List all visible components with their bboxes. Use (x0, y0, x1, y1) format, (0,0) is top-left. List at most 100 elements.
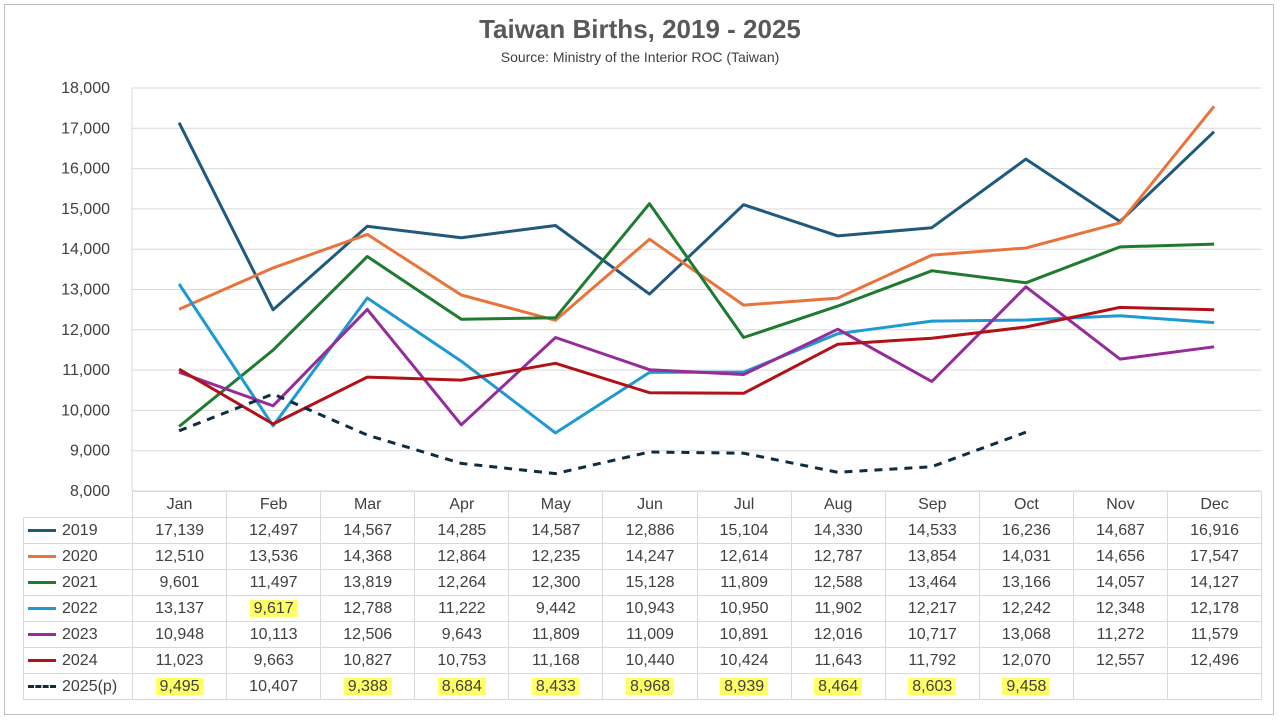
legend-label: 2021 (62, 573, 98, 591)
table-row: 2022 13,137 9,617 12,788 11,222 9,442 10,943 10… (23, 595, 1263, 622)
x-tick-label: Sep (884, 491, 980, 518)
data-label: 8,968 (602, 673, 698, 700)
y-tick-label: 14,000 (61, 241, 110, 258)
data-label: 8,464 (790, 673, 886, 700)
gridlines (132, 87, 1262, 492)
data-label: 11,272 (1072, 621, 1169, 648)
data-label (1167, 673, 1263, 700)
table-row: 2020 12,510 13,536 14,368 12,864 12,235 14,247… (23, 543, 1263, 570)
data-label: 14,567 (320, 517, 416, 544)
data-label: 12,348 (1072, 595, 1169, 622)
data-label: 10,950 (696, 595, 792, 622)
y-tick-label: 16,000 (61, 161, 110, 178)
data-label: 13,536 (226, 543, 322, 570)
y-tick-label: 10,000 (61, 402, 110, 419)
highlighted-value: 8,603 (908, 677, 957, 695)
chart-subtitle: Source: Ministry of the Interior ROC (Ta… (500, 49, 780, 65)
data-label: 9,388 (320, 673, 416, 700)
data-label: 14,533 (884, 517, 980, 544)
highlighted-value: 9,617 (249, 599, 298, 617)
series-line-2025p (178, 392, 1027, 476)
legend-label: 2020 (62, 547, 98, 565)
data-label: 10,424 (696, 647, 792, 674)
data-label: 14,057 (1072, 569, 1169, 596)
data-label: 14,247 (602, 543, 698, 570)
data-label: 12,510 (131, 543, 228, 570)
data-label: 12,016 (790, 621, 886, 648)
data-label: 10,943 (602, 595, 698, 622)
legend-entry: 2024 (23, 647, 133, 674)
x-tick-label: Feb (226, 491, 322, 518)
x-tick-label: Jul (696, 491, 792, 518)
data-label: 11,902 (790, 595, 886, 622)
series-line-2021 (178, 202, 1215, 428)
data-label: 12,242 (978, 595, 1074, 622)
x-tick-label: Oct (978, 491, 1074, 518)
x-tick-label: Jun (602, 491, 698, 518)
data-label: 10,948 (131, 621, 228, 648)
data-label: 9,601 (131, 569, 228, 596)
legend-label: 2019 (62, 521, 98, 539)
data-label: 14,687 (1072, 517, 1169, 544)
y-axis: 8,0009,00010,00011,00012,00013,00014,000… (61, 80, 133, 500)
data-label: 11,792 (884, 647, 980, 674)
x-tick-label: Mar (320, 491, 416, 518)
y-tick-label: 17,000 (61, 120, 110, 137)
data-label (1072, 673, 1169, 700)
data-label: 14,285 (414, 517, 510, 544)
data-label: 10,891 (696, 621, 792, 648)
y-tick-label: 18,000 (61, 80, 110, 97)
data-label: 11,222 (414, 595, 510, 622)
table-row: 2019 17,139 12,497 14,567 14,285 14,587 12,886… (23, 517, 1263, 544)
y-tick-label: 11,000 (62, 362, 110, 379)
highlighted-value: 9,388 (343, 677, 392, 695)
data-label: 10,440 (602, 647, 698, 674)
highlighted-value: 8,939 (720, 677, 769, 695)
data-label: 11,809 (508, 621, 604, 648)
y-tick-label: 15,000 (61, 201, 110, 218)
data-label: 16,236 (978, 517, 1074, 544)
data-label: 13,464 (884, 569, 980, 596)
data-label: 8,684 (414, 673, 510, 700)
legend-key (28, 684, 56, 688)
data-label: 14,656 (1072, 543, 1169, 570)
data-label: 14,587 (508, 517, 604, 544)
x-tick-label: Apr (414, 491, 510, 518)
data-label: 13,854 (884, 543, 980, 570)
legend-key (28, 632, 56, 636)
highlighted-value: 8,464 (814, 677, 863, 695)
x-tick-label: Jan (131, 491, 228, 518)
series-line-2023 (178, 285, 1215, 427)
y-tick-label: 9,000 (70, 443, 110, 460)
legend-label: 2022 (62, 599, 98, 617)
highlighted-value: 8,684 (437, 677, 486, 695)
data-label: 15,104 (696, 517, 792, 544)
data-label: 14,031 (978, 543, 1074, 570)
y-tick-label: 13,000 (61, 282, 110, 299)
data-label: 12,588 (790, 569, 886, 596)
data-label: 9,495 (131, 673, 228, 700)
legend-key (28, 528, 56, 532)
data-label: 12,300 (508, 569, 604, 596)
legend-key (28, 580, 56, 584)
legend-label: 2025(p) (62, 677, 118, 695)
x-tick-label: Dec (1167, 491, 1263, 518)
legend-key (28, 606, 56, 610)
legend-entry: 2025(p) (23, 673, 133, 700)
data-label: 12,264 (414, 569, 510, 596)
data-label: 10,753 (414, 647, 510, 674)
data-label: 12,788 (320, 595, 416, 622)
series-lines (177, 105, 1216, 476)
data-label: 12,864 (414, 543, 510, 570)
data-label: 12,497 (226, 517, 322, 544)
legend-key (28, 554, 56, 558)
data-label: 12,178 (1167, 595, 1263, 622)
data-label: 9,458 (978, 673, 1074, 700)
data-label: 9,663 (226, 647, 322, 674)
data-label: 10,113 (226, 621, 322, 648)
data-label: 10,827 (320, 647, 416, 674)
data-label: 12,217 (884, 595, 980, 622)
legend-label: 2023 (62, 625, 98, 643)
highlighted-value: 9,458 (1002, 677, 1051, 695)
data-label: 13,068 (978, 621, 1074, 648)
